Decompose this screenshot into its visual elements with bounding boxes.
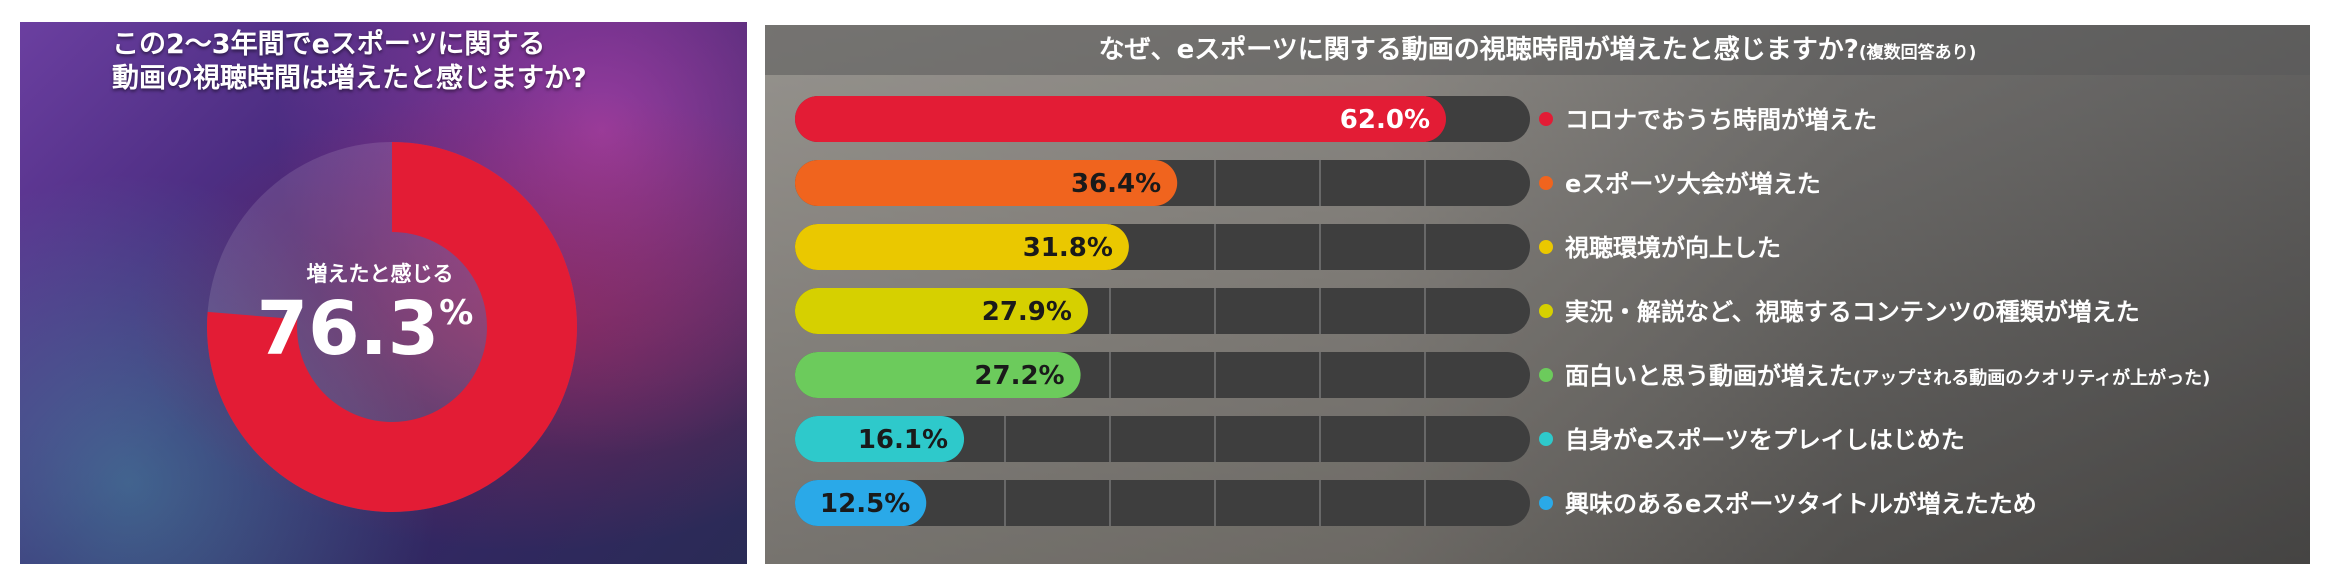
category-label: 実況・解説など、視聴するコンテンツの種類が増えた — [1565, 298, 2140, 326]
legend-dot — [1539, 240, 1553, 254]
bar-value-label: 36.4% — [1071, 169, 1161, 199]
donut-chart: 増えたと感じる 76.3% — [206, 142, 577, 512]
bar — [795, 288, 1088, 334]
legend-dot — [1539, 304, 1553, 318]
right-panel: なぜ、eスポーツに関する動画の視聴時間が増えたと感じますか?(複数回答あり) 6… — [765, 25, 2310, 564]
right-title-note: (複数回答あり) — [1858, 43, 1977, 63]
bar-chart: 62.0% コロナでおうち時間が増えた 36.4% eスポーツ大会が増えた 31.8% 視… — [795, 96, 2210, 526]
bar-track — [795, 416, 1530, 462]
donut-value-number: 76.3 — [257, 286, 440, 372]
bar-value-label: 31.8% — [1023, 233, 1113, 263]
left-panel: この2〜3年間でeスポーツに関する 動画の視聴時間は増えたと感じますか? 増えた… — [20, 22, 747, 564]
left-title-line1: この2〜3年間でeスポーツに関する — [112, 29, 546, 60]
bar — [795, 480, 927, 526]
bar — [795, 160, 1178, 206]
bar-value-label: 62.0% — [1340, 105, 1430, 135]
category-label: 興味のあるeスポーツタイトルが増えたため — [1565, 490, 2037, 518]
left-title-line2: 動画の視聴時間は増えたと感じますか? — [112, 63, 587, 94]
bar — [795, 96, 1446, 142]
left-chart-title: この2〜3年間でeスポーツに関する 動画の視聴時間は増えたと感じますか? — [112, 28, 732, 96]
category-label-note: (アップされる動画のクオリティが上がった) — [1853, 367, 2210, 389]
bar-value-label: 16.1% — [858, 425, 948, 455]
bar-value-label: 12.5% — [820, 489, 910, 519]
category-label: eスポーツ大会が増えた — [1565, 170, 1821, 198]
legend-dot — [1539, 112, 1553, 126]
donut-slice-increased — [206, 142, 577, 512]
bar-value-label: 27.9% — [982, 297, 1072, 327]
category-label: 面白いと思う動画が増えた(アップされる動画のクオリティが上がった) — [1565, 362, 2210, 390]
bar — [795, 224, 1129, 270]
category-label-main: 面白いと思う動画が増えた — [1565, 362, 1853, 390]
legend-dot — [1539, 368, 1553, 382]
legend-dot — [1539, 432, 1553, 446]
bar-value-label: 27.2% — [974, 361, 1064, 391]
bar — [795, 416, 965, 462]
donut-center-value: 76.3% — [257, 286, 474, 372]
bar — [795, 352, 1081, 398]
donut-center-label: 増えたと感じる — [307, 262, 454, 286]
donut-value-unit: % — [439, 293, 473, 333]
category-label: 自身がeスポーツをプレイしはじめた — [1565, 426, 1965, 454]
right-chart-title: なぜ、eスポーツに関する動画の視聴時間が増えたと感じますか?(複数回答あり) — [765, 25, 2310, 75]
category-label: 視聴環境が向上した — [1564, 234, 1781, 262]
legend-dot — [1539, 176, 1553, 190]
right-title-main: なぜ、eスポーツに関する動画の視聴時間が増えたと感じますか? — [1098, 35, 1859, 65]
bar-track — [795, 480, 1530, 526]
category-label: コロナでおうち時間が増えた — [1565, 106, 1877, 134]
legend-dot — [1539, 496, 1553, 510]
